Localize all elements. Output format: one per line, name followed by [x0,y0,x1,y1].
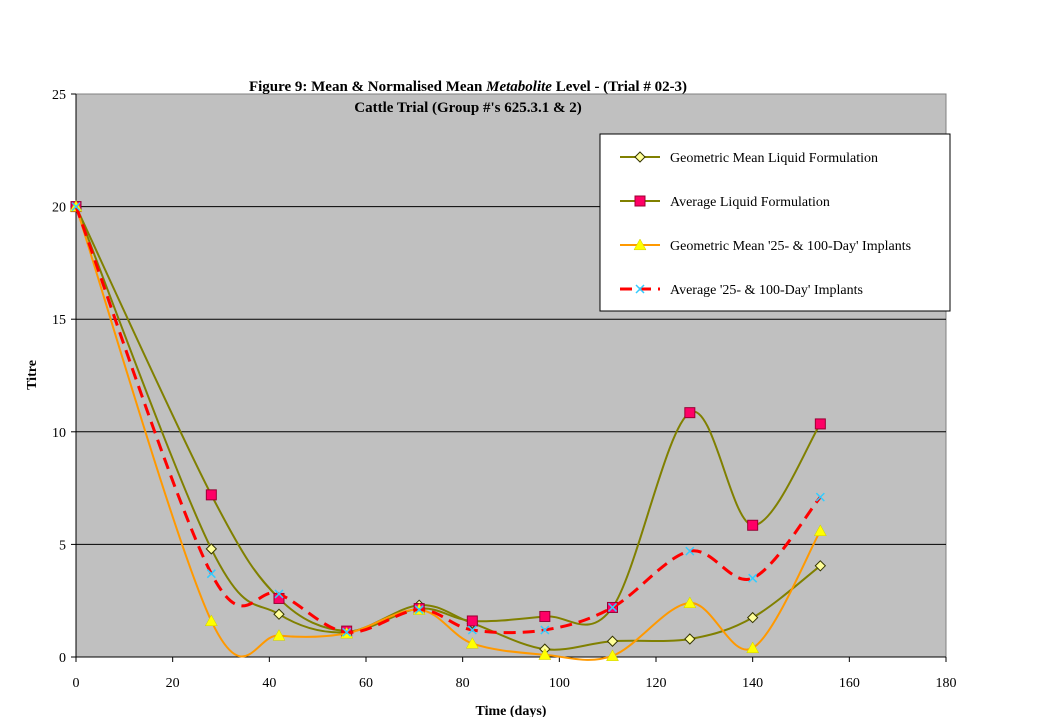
data-point [814,418,826,430]
series-line [75,206,822,633]
chart-title-part: Figure 9: Mean & Normalised Mean [249,79,486,95]
legend-items: Geometric Mean Liquid Formulation Average… [620,151,911,298]
data-point [467,625,477,635]
data-point [685,546,695,556]
x-axis-title: Time (days) [476,704,547,717]
legend: Geometric Mean Liquid Formulation Average… [599,133,951,312]
data-point [606,635,619,647]
data-point [607,602,618,612]
legend-label: Average Liquid Formulation [670,195,830,210]
data-point [206,569,216,579]
legend-swatch-marker [634,151,646,163]
data-point [274,589,284,599]
series-layer [69,200,827,661]
y-tick-label: 0 [59,651,66,666]
x-tick-label: 120 [646,676,667,691]
x-tick-label: 140 [742,676,763,691]
legend-swatch-marker [633,238,647,251]
y-tick-label: 5 [59,538,66,553]
y-tick-label: 20 [52,201,66,216]
chart-title-italic: Metabolite [485,79,552,95]
x-tick-label: 100 [549,676,570,691]
data-point [539,610,551,622]
legend-swatch-marker [635,284,645,294]
data-point [813,524,827,536]
data-point [272,629,286,641]
data-point [205,489,217,501]
chart-title-part-end: Level - (Trial # 02-3) [552,79,687,95]
data-point [466,615,478,627]
data-point [204,614,218,627]
data-point [746,641,760,654]
legend-label: Geometric Mean Liquid Formulation [670,151,878,166]
x-tick-label: 60 [359,676,373,691]
legend-swatch-marker [634,195,646,207]
data-point [746,611,759,624]
chart-title: Figure 9: Mean & Normalised Mean Metabol… [249,79,687,95]
data-point [815,492,825,502]
y-tick-label: 15 [52,313,66,328]
legend-item: Geometric Mean '25- & 100-Day' Implants [620,238,911,254]
data-point [683,596,697,609]
legend-item: Geometric Mean Liquid Formulation [620,151,878,166]
y-tick-label: 25 [52,88,66,103]
data-point [71,202,81,212]
x-tick-label: 0 [73,676,80,691]
data-point [342,627,352,637]
data-point [684,407,696,419]
x-tick-label: 80 [456,676,470,691]
x-tick-label: 20 [166,676,180,691]
chart-subtitle: Cattle Trial (Group #'s 625.3.1 & 2) [354,100,582,116]
data-point [465,636,479,649]
data-point [538,648,552,660]
x-tick-label: 40 [262,676,276,691]
x-tick-label: 180 [936,676,957,691]
data-point [684,633,696,645]
data-point [205,543,218,555]
data-point [606,649,619,661]
data-point [540,625,550,635]
data-point [748,573,758,583]
x-tick-label: 160 [839,676,860,691]
axes: 0 5 10 15 20 25 0 20 40 60 80 100 120 140 160 180 [52,88,957,691]
data-point [273,608,285,620]
legend-box [599,133,951,312]
series-4 [71,202,825,637]
legend-item: Average Liquid Formulation [620,195,830,210]
legend-label: Geometric Mean '25- & 100-Day' Implants [670,239,911,254]
data-point [814,560,827,572]
y-tick-label: 10 [52,426,66,441]
data-point [747,519,759,531]
gridlines [76,206,946,545]
data-point [414,605,424,615]
legend-label: Average '25- & 100-Day' Implants [670,283,863,298]
legend-item: Average '25- & 100-Day' Implants [620,283,863,298]
y-axis-title: Titre [25,360,40,390]
